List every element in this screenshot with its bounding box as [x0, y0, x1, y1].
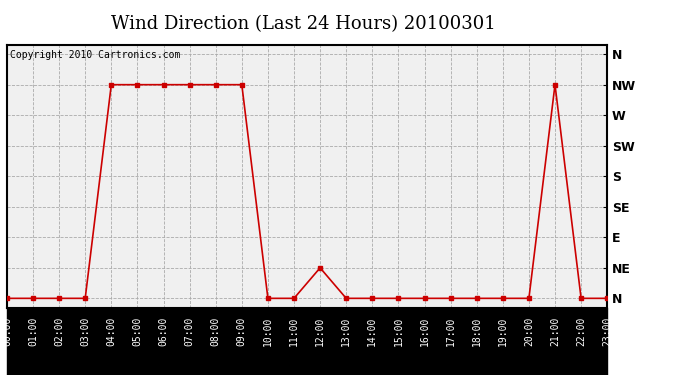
Text: 16:00: 16:00 — [420, 317, 429, 346]
Text: 11:00: 11:00 — [289, 317, 299, 346]
Text: 07:00: 07:00 — [185, 317, 195, 346]
Text: 14:00: 14:00 — [367, 317, 377, 346]
Text: 09:00: 09:00 — [237, 317, 247, 346]
Text: 18:00: 18:00 — [472, 317, 482, 346]
Text: 22:00: 22:00 — [576, 317, 586, 346]
Text: Wind Direction (Last 24 Hours) 20100301: Wind Direction (Last 24 Hours) 20100301 — [111, 15, 496, 33]
Text: 03:00: 03:00 — [80, 317, 90, 346]
Text: 19:00: 19:00 — [497, 317, 508, 346]
Text: 04:00: 04:00 — [106, 317, 117, 346]
Text: 23:00: 23:00 — [602, 317, 612, 346]
Text: Copyright 2010 Cartronics.com: Copyright 2010 Cartronics.com — [10, 50, 180, 60]
Text: 13:00: 13:00 — [341, 317, 351, 346]
Text: 17:00: 17:00 — [446, 317, 455, 346]
Text: 20:00: 20:00 — [524, 317, 534, 346]
Text: 01:00: 01:00 — [28, 317, 38, 346]
Text: 12:00: 12:00 — [315, 317, 325, 346]
Text: 08:00: 08:00 — [210, 317, 221, 346]
Text: 21:00: 21:00 — [550, 317, 560, 346]
Text: 00:00: 00:00 — [2, 317, 12, 346]
Text: 05:00: 05:00 — [132, 317, 142, 346]
Text: 10:00: 10:00 — [263, 317, 273, 346]
Text: 02:00: 02:00 — [54, 317, 64, 346]
Text: 15:00: 15:00 — [393, 317, 404, 346]
Text: 06:00: 06:00 — [159, 317, 168, 346]
